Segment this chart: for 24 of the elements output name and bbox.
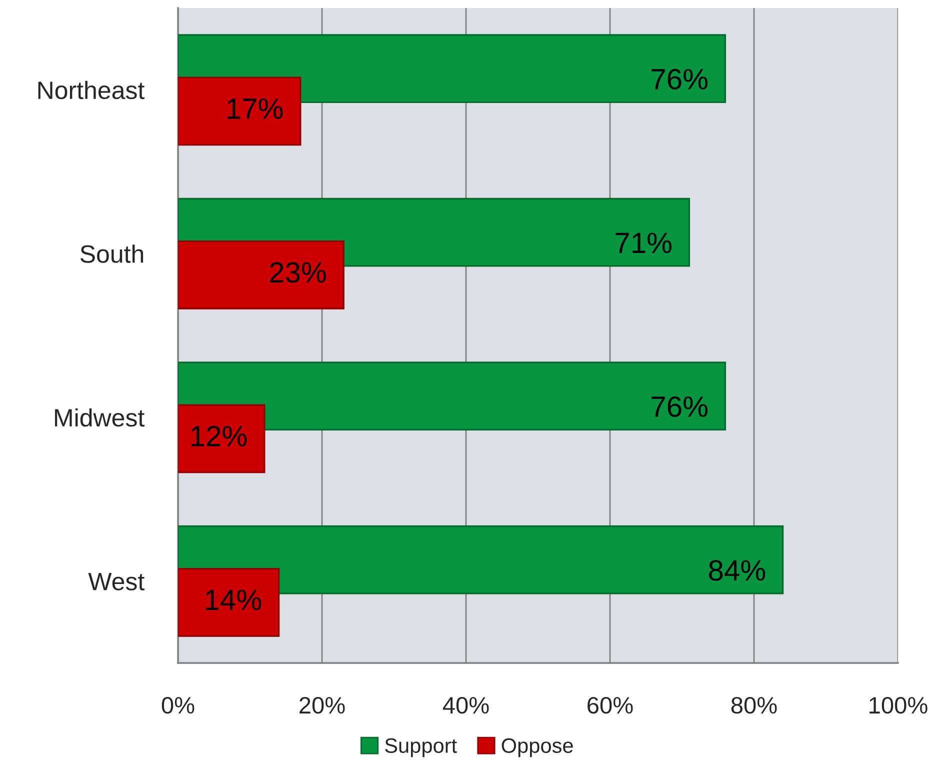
legend-label: Oppose [502, 738, 573, 758]
x-tick-label: 0% [162, 696, 194, 714]
y-tick-label: Midwest [55, 408, 144, 427]
data-label: 84% [709, 560, 766, 581]
bar [178, 568, 280, 637]
data-label: 12% [192, 426, 247, 446]
data-label: 17% [228, 98, 283, 119]
data-label: 71% [616, 232, 672, 254]
x-tick-label: 40% [442, 696, 489, 714]
bar [178, 240, 344, 310]
data-label: 14% [206, 590, 262, 610]
x-tick-label: 60% [588, 696, 633, 714]
data-label: 76% [652, 396, 708, 418]
bar [178, 404, 266, 474]
y-tick-label: South [80, 244, 144, 263]
y-tick-label: West [88, 572, 144, 590]
bar [178, 76, 302, 146]
x-tick-label: 20% [300, 696, 345, 714]
data-label: 76% [652, 68, 708, 90]
x-tick-label: 80% [731, 696, 777, 714]
y-tick-label: Northeast [38, 80, 144, 100]
x-tick-label: 100% [870, 696, 928, 714]
legend-label: Support [385, 738, 457, 758]
data-label: 23% [270, 262, 326, 283]
